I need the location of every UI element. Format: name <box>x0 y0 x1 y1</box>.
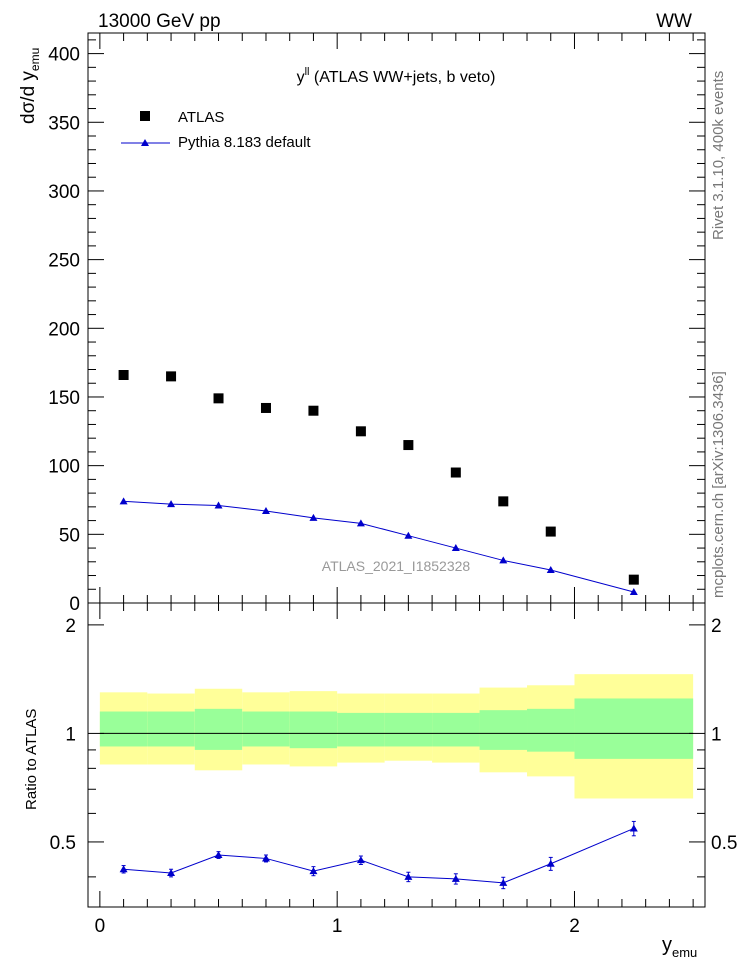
ratio-pythia-point <box>451 874 460 882</box>
main-ticks <box>88 33 705 604</box>
pythia-point <box>167 500 176 508</box>
pythia-point <box>119 497 128 505</box>
main-y-axis-label: dσ/d yemu <box>18 48 42 124</box>
atlas-point <box>628 574 639 585</box>
x-tick-label: 1 <box>332 916 343 937</box>
y-tick-label: 300 <box>48 182 80 203</box>
watermark-label: ATLAS_2021_I1852328 <box>322 558 471 574</box>
ratio-y-tick-label-right: 1 <box>711 724 722 745</box>
energy-label: 13000 GeV pp <box>98 11 221 32</box>
ratio-y-tick-label: 1 <box>65 724 76 745</box>
ratio-y-axis-label: Ratio to ATLAS <box>23 709 40 810</box>
ratio-ticks <box>88 603 705 907</box>
legend-atlas-label: ATLAS <box>178 109 224 126</box>
stat-uncertainty-band <box>479 710 528 750</box>
ratio-pythia-point <box>214 850 223 858</box>
atlas-point <box>166 371 177 382</box>
stat-uncertainty-band <box>574 698 694 759</box>
stat-uncertainty-band <box>99 711 148 747</box>
ratio-pythia-point <box>356 856 365 864</box>
ratio-y-tick-label: 0.5 <box>50 833 76 854</box>
atlas-point <box>545 526 556 537</box>
atlas-point <box>355 426 366 437</box>
main-tick-labels: 0 50 100 150 200 250 300 350 400 <box>48 45 80 615</box>
y-tick-label: 400 <box>48 45 80 66</box>
stat-uncertainty-band <box>242 711 290 747</box>
ratio-pythia-point <box>499 878 508 886</box>
pythia-point <box>629 588 638 596</box>
ratio-tick-labels: 0.5 0.5 1 1 2 2 0 1 2 <box>50 616 738 937</box>
ratio-y-tick-label-right: 2 <box>711 616 722 637</box>
x-tick-label: 0 <box>95 916 106 937</box>
legend-pythia-marker <box>141 139 149 146</box>
stat-uncertainty-band <box>194 708 243 750</box>
ratio-pythia-point <box>629 824 638 832</box>
main-data <box>118 370 639 596</box>
atlas-point <box>118 370 129 380</box>
pythia-point <box>404 531 413 539</box>
process-label: WW <box>656 11 692 32</box>
ratio-y-tick-label: 2 <box>65 616 76 637</box>
atlas-point <box>498 496 509 507</box>
atlas-point <box>308 405 319 416</box>
pythia-point <box>451 544 460 552</box>
y-tick-label: 350 <box>48 113 80 134</box>
y-tick-label: 200 <box>48 319 80 340</box>
atlas-point <box>260 402 271 413</box>
y-tick-label: 50 <box>59 525 80 546</box>
stat-uncertainty-band <box>337 712 385 747</box>
x-axis-label: yemu <box>662 934 697 960</box>
atlas-point <box>403 440 414 451</box>
pythia-point <box>356 519 365 527</box>
ratio-pythia-line <box>123 827 635 884</box>
pythia-point <box>546 566 555 574</box>
pythia-point <box>499 556 508 564</box>
legend-pythia-label: Pythia 8.183 default <box>178 134 311 151</box>
ratio-panel: 0.5 0.5 1 1 2 2 0 1 2 Ratio to ATLAS yemu <box>23 602 738 960</box>
ratio-pythia-point <box>119 865 128 873</box>
mcplots-label: mcplots.cern.ch [arXiv:1306.3436] <box>710 371 727 598</box>
ratio-y-tick-label-right: 0.5 <box>711 833 737 854</box>
pythia-point <box>261 506 270 514</box>
ratio-pythia-point <box>309 867 318 875</box>
x-tick-label: 2 <box>569 916 580 937</box>
ratio-pythia-point <box>546 859 555 867</box>
legend: ATLAS Pythia 8.183 default <box>121 109 311 151</box>
y-tick-label: 250 <box>48 251 80 272</box>
ratio-pythia-point <box>261 854 270 862</box>
main-panel: 0 50 100 150 200 250 300 350 400 yll (ATLAS WW+j… <box>18 32 706 615</box>
pythia-point <box>309 513 318 521</box>
ratio-pythia-point <box>167 869 176 877</box>
stat-uncertainty-band <box>147 711 195 747</box>
pythia-point <box>214 501 223 509</box>
ratio-bands <box>99 674 694 799</box>
ratio-plot-frame <box>87 602 706 908</box>
rivet-label: Rivet 3.1.10, 400k events <box>710 71 727 240</box>
stat-uncertainty-band <box>384 712 433 747</box>
pythia-line <box>123 500 634 593</box>
legend-atlas-marker <box>140 111 150 121</box>
y-tick-label: 100 <box>48 457 80 478</box>
ratio-data <box>119 820 638 890</box>
y-tick-label: 0 <box>69 594 80 615</box>
stat-uncertainty-band <box>432 712 480 747</box>
main-title: yll (ATLAS WW+jets, b veto) <box>297 66 496 86</box>
stat-uncertainty-band <box>289 711 338 749</box>
atlas-point <box>213 393 224 404</box>
atlas-point <box>450 467 461 478</box>
ratio-pythia-point <box>404 872 413 880</box>
stat-uncertainty-band <box>527 708 575 752</box>
y-tick-label: 150 <box>48 388 80 409</box>
